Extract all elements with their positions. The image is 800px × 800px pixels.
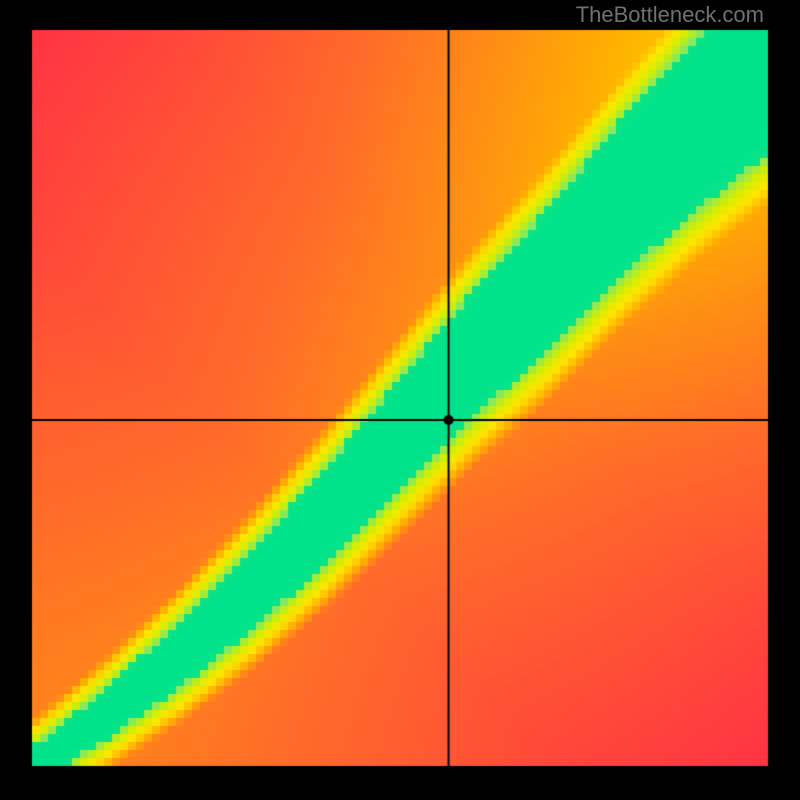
bottleneck-heatmap-canvas (0, 0, 800, 800)
chart-container: TheBottleneck.com (0, 0, 800, 800)
watermark-text: TheBottleneck.com (576, 2, 764, 28)
